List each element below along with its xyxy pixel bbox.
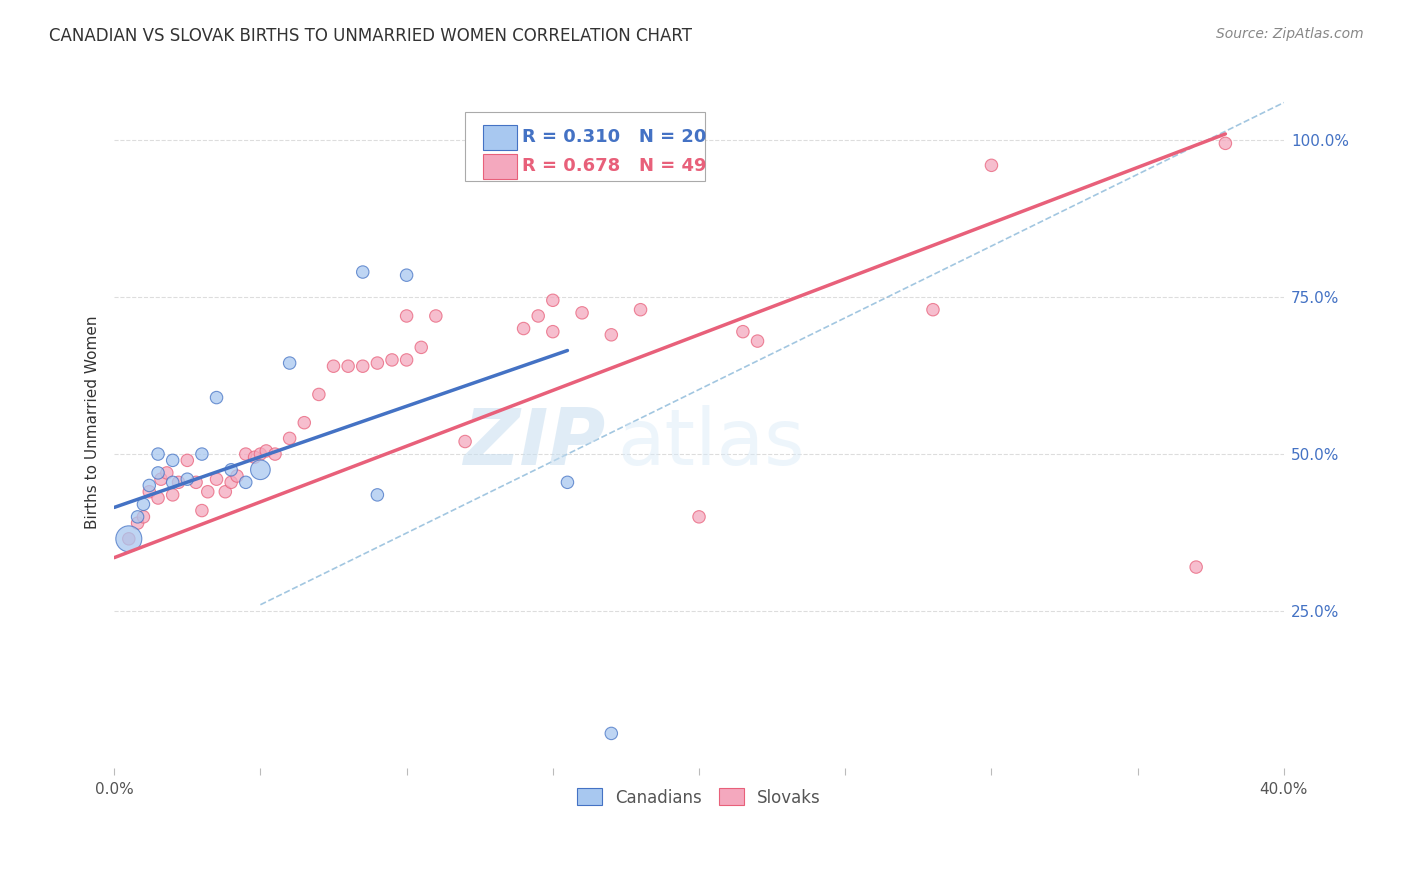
Point [600, 327, 623, 342]
Point [132, 497, 155, 511]
Point [219, 463, 242, 477]
FancyBboxPatch shape [482, 154, 516, 178]
Point [731, 325, 754, 339]
Point [278, 431, 301, 445]
Point [541, 325, 564, 339]
Point [395, 268, 418, 282]
Point [541, 293, 564, 308]
Point [146, 447, 169, 461]
Point [1215, 136, 1237, 151]
Legend: Canadians, Slovaks: Canadians, Slovaks [569, 780, 830, 815]
Point [118, 532, 141, 546]
Point [191, 503, 214, 517]
Point [235, 475, 257, 490]
Text: CANADIAN VS SLOVAK BIRTHS TO UNMARRIED WOMEN CORRELATION CHART: CANADIAN VS SLOVAK BIRTHS TO UNMARRIED W… [49, 27, 692, 45]
Point [308, 387, 330, 401]
Point [454, 434, 477, 449]
Point [249, 447, 271, 461]
Point [395, 309, 418, 323]
Point [149, 472, 172, 486]
FancyBboxPatch shape [482, 125, 516, 150]
Point [1185, 560, 1208, 574]
Point [337, 359, 360, 374]
Point [366, 488, 388, 502]
Point [127, 516, 149, 530]
Point [146, 466, 169, 480]
Point [254, 444, 277, 458]
Point [600, 726, 623, 740]
Point [352, 359, 374, 374]
Point [557, 475, 579, 490]
Point [366, 356, 388, 370]
Point [162, 488, 184, 502]
Point [980, 158, 1002, 172]
Y-axis label: Births to Unmarried Women: Births to Unmarried Women [86, 316, 100, 530]
Point [425, 309, 447, 323]
Point [205, 391, 228, 405]
Point [630, 302, 652, 317]
Point [162, 453, 184, 467]
Point [191, 447, 214, 461]
Point [264, 447, 287, 461]
Point [184, 475, 207, 490]
Point [156, 466, 179, 480]
Text: R = 0.310   N = 20: R = 0.310 N = 20 [523, 128, 707, 146]
Point [249, 463, 271, 477]
Point [395, 352, 418, 367]
Point [138, 484, 160, 499]
Point [688, 509, 710, 524]
Point [176, 472, 198, 486]
Point [381, 352, 404, 367]
Point [527, 309, 550, 323]
Point [352, 265, 374, 279]
Point [922, 302, 945, 317]
Point [162, 475, 184, 490]
Point [197, 484, 219, 499]
FancyBboxPatch shape [465, 112, 704, 181]
Point [322, 359, 344, 374]
Point [512, 321, 534, 335]
Point [118, 532, 141, 546]
Point [176, 453, 198, 467]
Point [278, 356, 301, 370]
Point [214, 484, 236, 499]
Point [132, 509, 155, 524]
Point [747, 334, 769, 348]
Text: Source: ZipAtlas.com: Source: ZipAtlas.com [1216, 27, 1364, 41]
Point [146, 491, 169, 505]
Point [226, 469, 249, 483]
Point [243, 450, 266, 465]
Point [167, 475, 190, 490]
Point [205, 472, 228, 486]
Text: R = 0.678   N = 49: R = 0.678 N = 49 [523, 157, 707, 176]
Text: ZIP: ZIP [463, 405, 606, 482]
Point [219, 475, 242, 490]
Point [138, 478, 160, 492]
Point [292, 416, 315, 430]
Point [127, 509, 149, 524]
Text: atlas: atlas [617, 405, 804, 482]
Point [571, 306, 593, 320]
Point [411, 340, 433, 354]
Point [235, 447, 257, 461]
